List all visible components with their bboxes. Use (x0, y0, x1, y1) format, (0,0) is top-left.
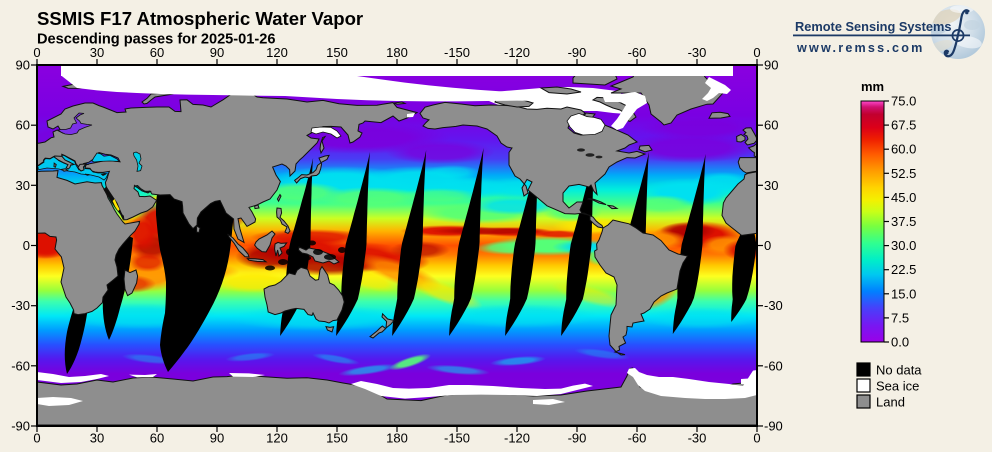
svg-text:-30: -30 (688, 45, 707, 60)
svg-text:30: 30 (90, 431, 104, 446)
svg-text:-60: -60 (628, 45, 647, 60)
svg-text:-90: -90 (568, 45, 587, 60)
svg-text:90: 90 (764, 58, 778, 73)
svg-text:60: 60 (764, 118, 778, 133)
svg-text:-120: -120 (504, 45, 530, 60)
svg-text:-150: -150 (444, 45, 470, 60)
svg-text:180: 180 (386, 45, 408, 60)
svg-text:0: 0 (33, 431, 40, 446)
svg-text:60: 60 (150, 45, 164, 60)
svg-text:-120: -120 (504, 431, 530, 446)
svg-text:-30: -30 (764, 298, 783, 313)
svg-text:No data: No data (876, 363, 922, 378)
svg-text:0: 0 (764, 238, 771, 253)
svg-text:150: 150 (326, 45, 348, 60)
svg-text:90: 90 (16, 58, 30, 73)
svg-text:-90: -90 (11, 419, 30, 434)
svg-text:75.0: 75.0 (891, 94, 916, 109)
svg-text:120: 120 (266, 431, 288, 446)
svg-text:-60: -60 (11, 358, 30, 373)
svg-text:45.0: 45.0 (891, 190, 916, 205)
svg-text:SSMIS F17 Atmospheric Water Va: SSMIS F17 Atmospheric Water Vapor (37, 8, 363, 29)
svg-text:-60: -60 (764, 358, 783, 373)
svg-text:60: 60 (16, 118, 30, 133)
svg-text:0.0: 0.0 (891, 335, 909, 350)
svg-text:120: 120 (266, 45, 288, 60)
svg-text:90: 90 (210, 431, 224, 446)
svg-text:-150: -150 (444, 431, 470, 446)
svg-text:Land: Land (876, 395, 905, 410)
svg-text:Descending passes for 2025-01-: Descending passes for 2025-01-26 (37, 32, 275, 48)
svg-text:Remote Sensing Systems: Remote Sensing Systems (795, 19, 951, 34)
svg-text:-60: -60 (628, 431, 647, 446)
svg-text:Sea ice: Sea ice (876, 379, 919, 394)
svg-text:0: 0 (23, 238, 30, 253)
svg-text:-90: -90 (764, 419, 783, 434)
svg-text:67.5: 67.5 (891, 118, 916, 133)
svg-text:22.5: 22.5 (891, 262, 916, 277)
svg-text:0: 0 (753, 45, 760, 60)
svg-text:30: 30 (764, 178, 778, 193)
svg-text:52.5: 52.5 (891, 166, 916, 181)
svg-text:mm: mm (861, 79, 884, 94)
svg-text:30: 30 (16, 178, 30, 193)
svg-text:7.5: 7.5 (891, 310, 909, 325)
svg-text:37.5: 37.5 (891, 214, 916, 229)
svg-text:-30: -30 (688, 431, 707, 446)
svg-text:60: 60 (150, 431, 164, 446)
svg-text:15.0: 15.0 (891, 286, 916, 301)
svg-text:180: 180 (386, 431, 408, 446)
svg-text:-30: -30 (11, 298, 30, 313)
svg-text:30: 30 (90, 45, 104, 60)
svg-text:90: 90 (210, 45, 224, 60)
svg-text:30.0: 30.0 (891, 238, 916, 253)
svg-text:0: 0 (753, 431, 760, 446)
svg-text:150: 150 (326, 431, 348, 446)
svg-text:www.remss.com: www.remss.com (796, 41, 925, 55)
svg-text:60.0: 60.0 (891, 142, 916, 157)
svg-text:0: 0 (33, 45, 40, 60)
svg-text:-90: -90 (568, 431, 587, 446)
